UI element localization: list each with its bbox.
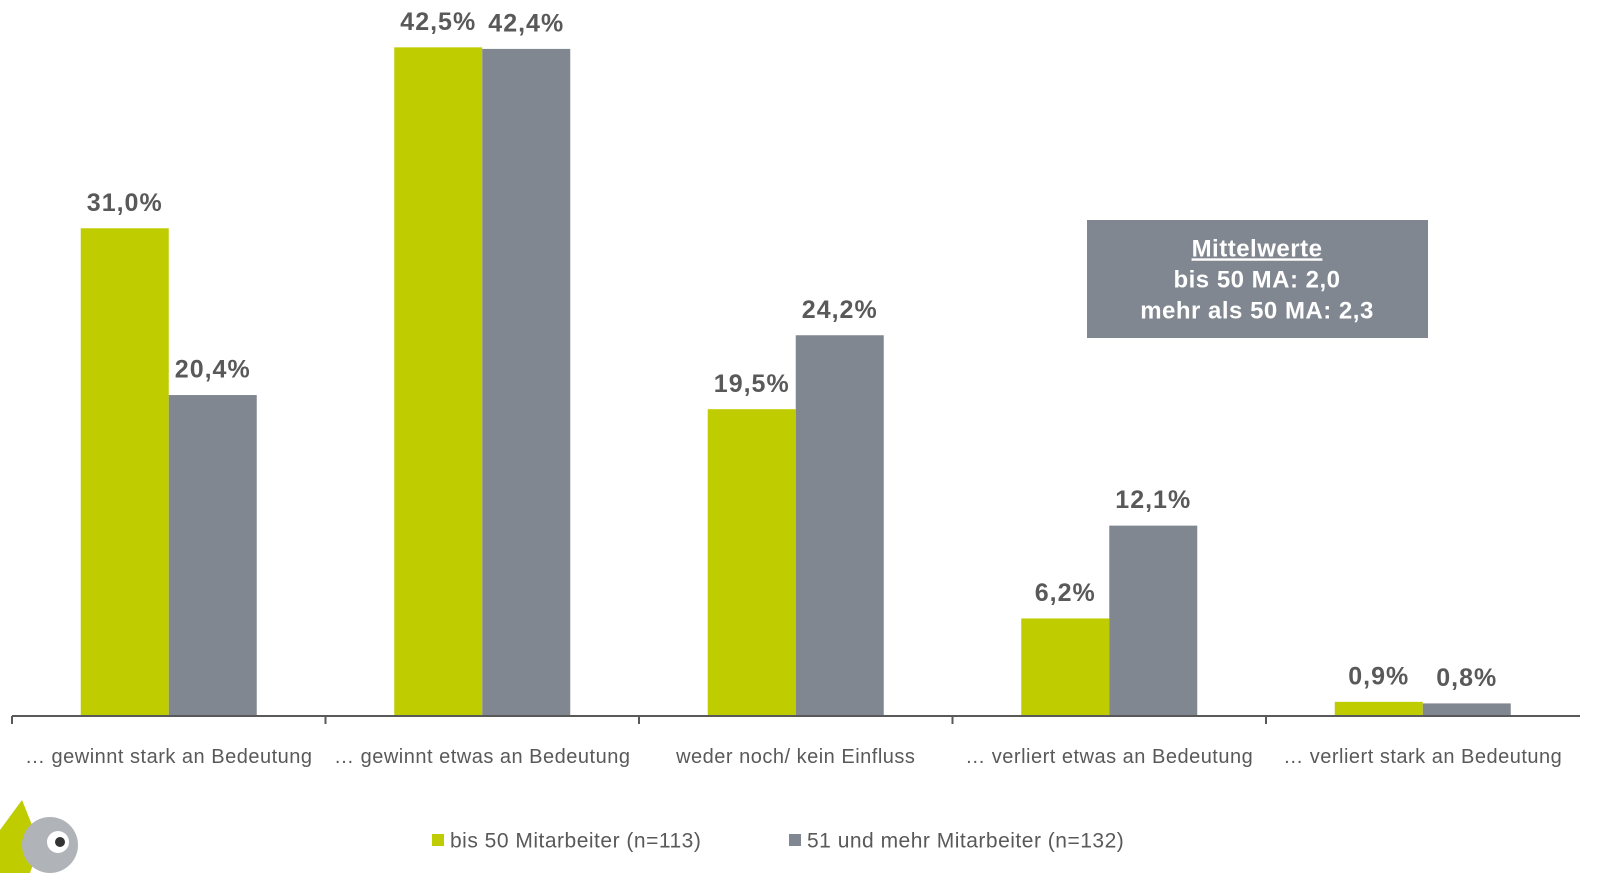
value-label: 6,2% bbox=[1035, 579, 1096, 607]
bar bbox=[394, 47, 483, 717]
x-tick-label: … verliert etwas an Bedeutung bbox=[965, 746, 1254, 768]
value-label: 24,2% bbox=[802, 296, 878, 324]
annotation: bis 50 MA: 2,0 bbox=[1173, 266, 1340, 293]
value-label: 42,4% bbox=[488, 10, 564, 38]
value-label: 42,5% bbox=[400, 8, 476, 36]
bar bbox=[795, 335, 884, 716]
value-label: 0,9% bbox=[1348, 662, 1409, 690]
x-tick-label: … gewinnt etwas an Bedeutung bbox=[334, 746, 631, 768]
annotation: mehr als 50 MA: 2,3 bbox=[1140, 297, 1374, 324]
value-label: 31,0% bbox=[87, 189, 163, 217]
x-tick-label: … gewinnt stark an Bedeutung bbox=[24, 746, 313, 768]
bar bbox=[482, 48, 571, 716]
x-tick-label: weder noch/ kein Einfluss bbox=[676, 746, 916, 768]
bar bbox=[1334, 701, 1423, 716]
value-label: 12,1% bbox=[1115, 486, 1191, 514]
annotation: Mittelwerte bbox=[1192, 235, 1323, 262]
bar bbox=[1021, 618, 1110, 716]
value-label: 19,5% bbox=[714, 370, 790, 398]
legend-label: bis 50 Mitarbeiter (n=113) bbox=[450, 830, 701, 853]
bar bbox=[1422, 703, 1511, 716]
bar bbox=[1109, 525, 1198, 716]
annotation-box bbox=[1087, 220, 1428, 338]
bar bbox=[168, 395, 257, 716]
legend-swatch bbox=[789, 834, 801, 846]
legend-swatch bbox=[432, 834, 444, 846]
logo bbox=[0, 800, 78, 873]
x-tick-label: … verliert stark an Bedeutung bbox=[1283, 746, 1563, 768]
value-label: 0,8% bbox=[1436, 664, 1497, 692]
bar bbox=[80, 228, 169, 716]
value-label: 20,4% bbox=[175, 356, 251, 384]
legend-label: 51 und mehr Mitarbeiter (n=132) bbox=[807, 830, 1124, 853]
bar bbox=[707, 409, 796, 716]
